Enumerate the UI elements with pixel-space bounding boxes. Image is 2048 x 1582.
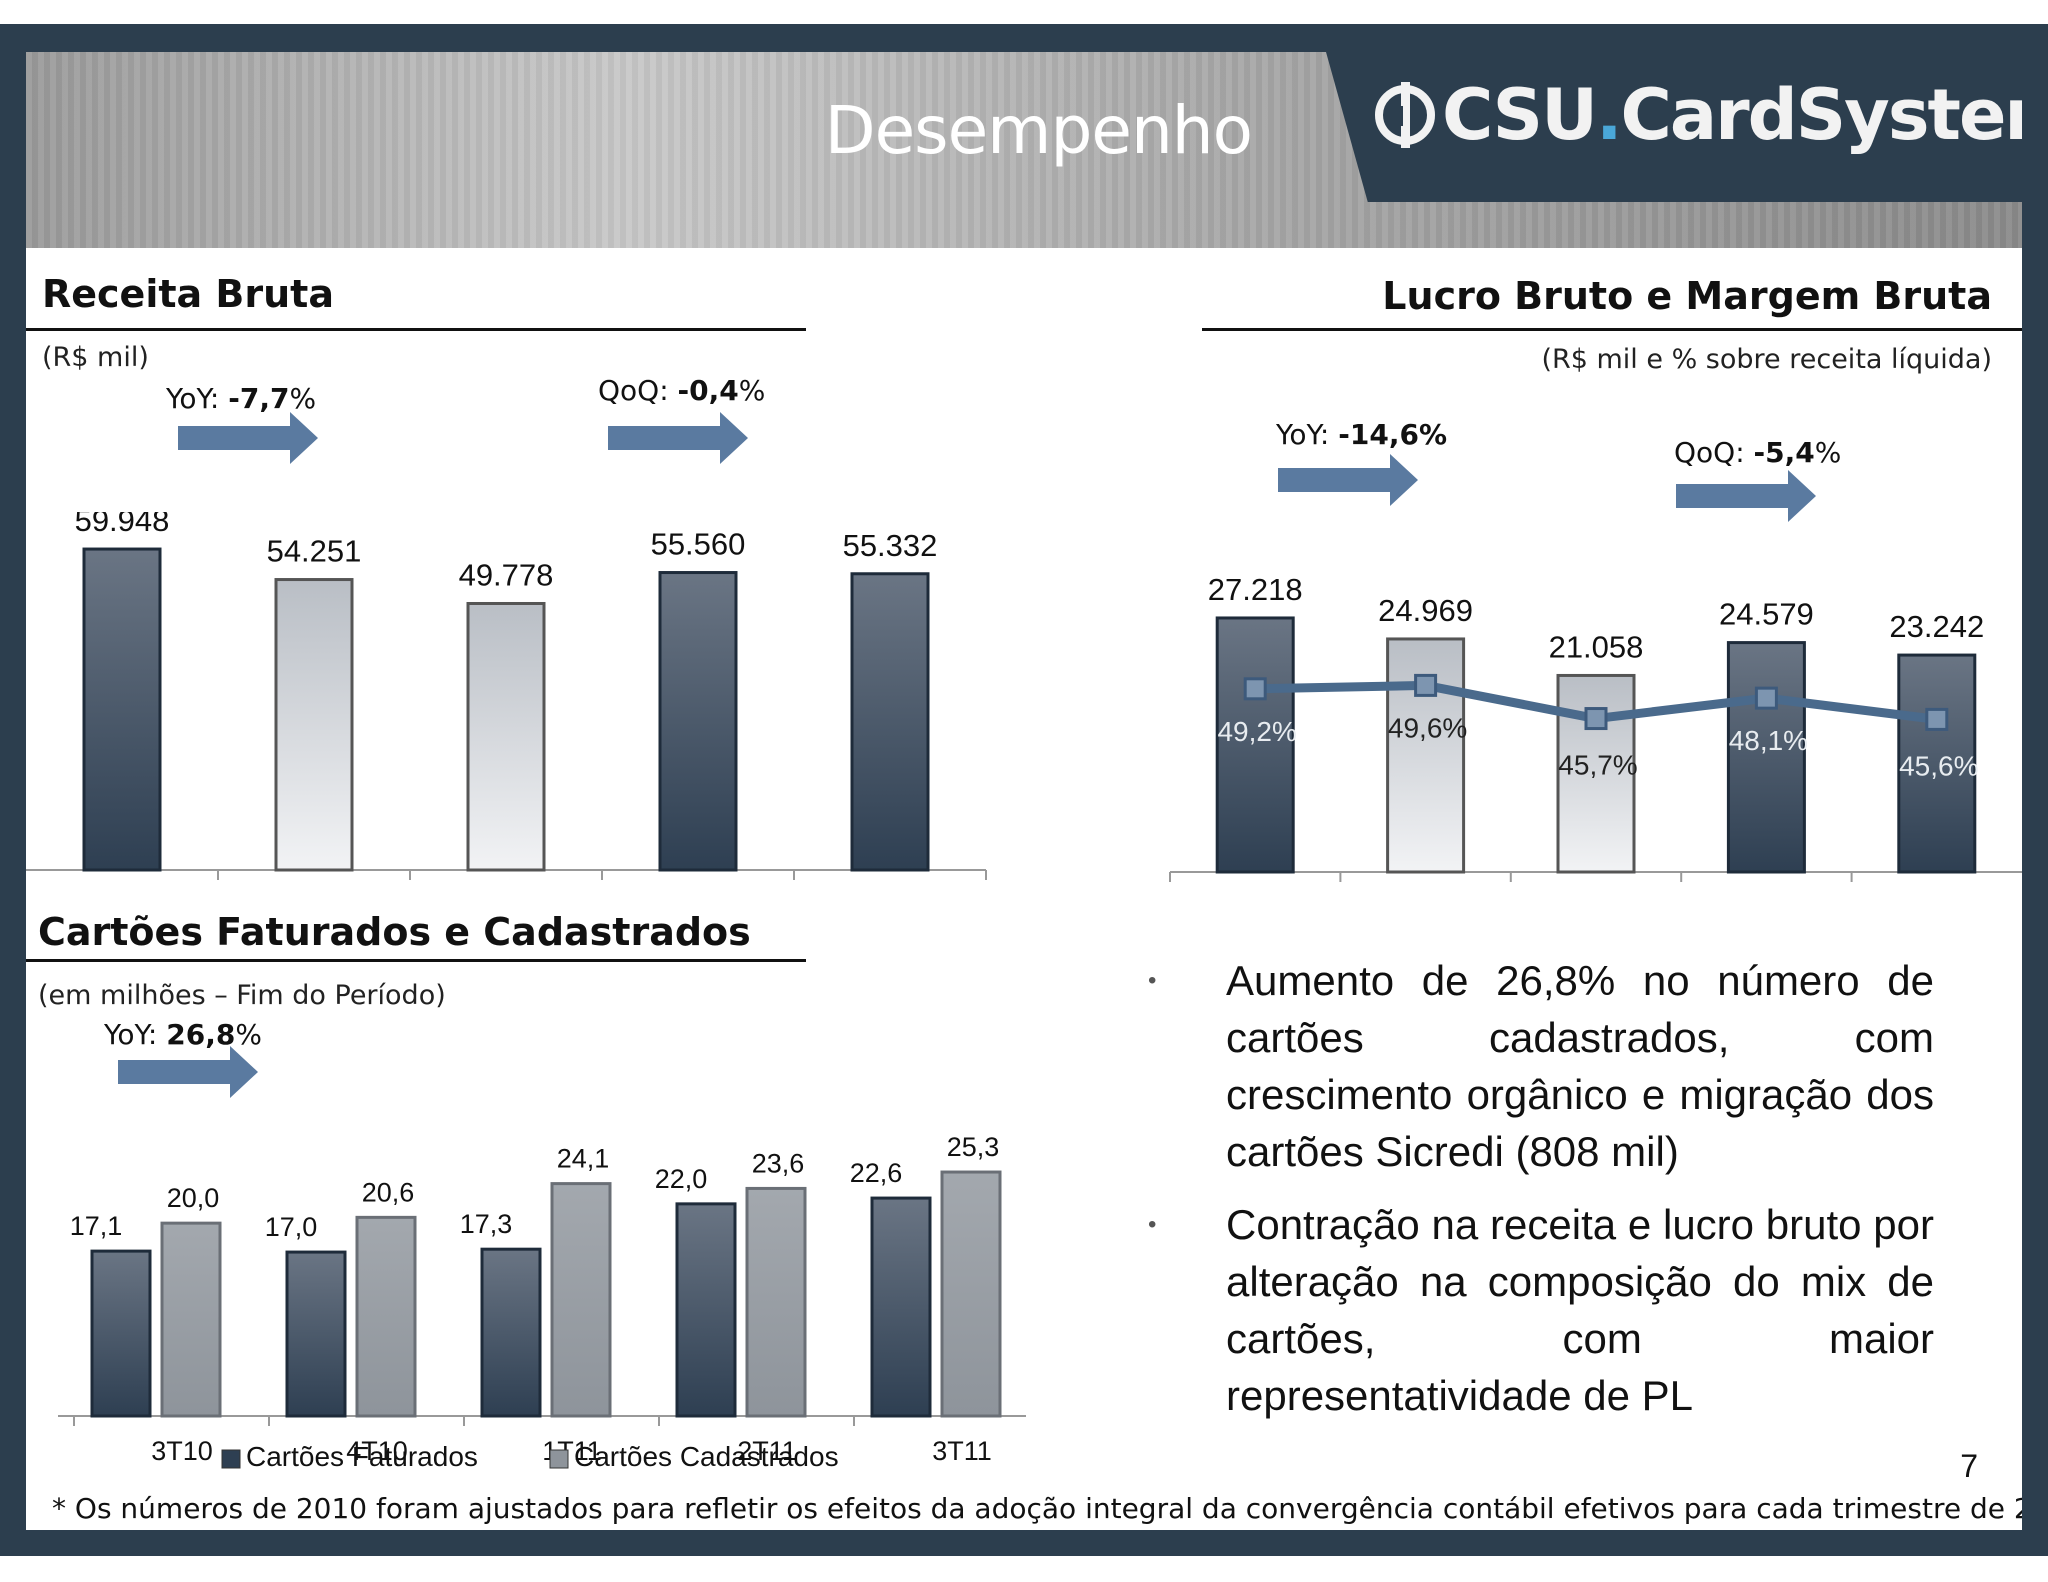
lucro-bar xyxy=(1215,616,1295,874)
receita-value-label: 55.560 xyxy=(651,527,746,562)
lucro-tick-label: 3T10 xyxy=(1224,890,1286,892)
receita-bar xyxy=(658,571,738,872)
bullet-item: • Aumento de 26,8% no número de cartões … xyxy=(1148,952,1934,1180)
receita-value-label: 59.948 xyxy=(75,512,170,538)
cadastrados-value-label: 23,6 xyxy=(752,1148,805,1178)
receita-value-label: 55.332 xyxy=(843,528,938,563)
receita-bar xyxy=(466,601,546,872)
receita-chart: 59.9483T1054.2514T1049.7781T1155.5602T11… xyxy=(26,512,987,880)
receita-yoy-arrow-icon xyxy=(178,412,318,464)
page-title: Desempenho xyxy=(824,92,1253,169)
faturados-value-label: 22,6 xyxy=(850,1158,903,1188)
faturados-value-label: 17,1 xyxy=(70,1211,123,1241)
cartoes-yoy: YoY: 26,8% xyxy=(104,1018,262,1051)
margin-label: 49,2% xyxy=(1217,716,1296,747)
margin-label: 45,7% xyxy=(1558,750,1637,781)
cadastrados-value-label: 20,0 xyxy=(167,1183,220,1213)
bullet-item: • Contração na receita e lucro bruto por… xyxy=(1148,1196,1934,1424)
cartoes-chart: 17,120,03T1017,020,64T1017,324,11T1122,0… xyxy=(58,1132,1026,1472)
faturados-bar xyxy=(285,1250,347,1418)
cartoes-yoy-arrow-icon xyxy=(118,1046,258,1098)
cartoes-tick-label: 3T11 xyxy=(932,1436,992,1466)
lucro-value-label: 27.218 xyxy=(1208,572,1303,607)
lucro-value-label: 24.579 xyxy=(1719,597,1814,632)
cadastrados-bar xyxy=(160,1221,222,1418)
logo-icon xyxy=(1375,82,1435,148)
faturados-bar xyxy=(870,1196,932,1418)
cadastrados-bar xyxy=(550,1182,612,1418)
margin-marker xyxy=(1584,707,1608,731)
receita-bar xyxy=(82,547,162,872)
faturados-bar xyxy=(675,1202,737,1418)
lucro-title: Lucro Bruto e Margem Bruta xyxy=(1382,274,1992,318)
cartoes-title: Cartões Faturados e Cadastrados xyxy=(38,910,751,954)
receita-value-label: 54.251 xyxy=(267,534,362,569)
margin-marker xyxy=(1925,707,1949,731)
bullet-dot-icon: • xyxy=(1148,967,1157,994)
lucro-bar xyxy=(1726,641,1806,874)
lucro-yoy-arrow-icon xyxy=(1278,454,1418,506)
margin-marker xyxy=(1243,677,1267,701)
cadastrados-value-label: 20,6 xyxy=(362,1177,415,1207)
margin-marker xyxy=(1414,673,1438,697)
faturados-value-label: 17,3 xyxy=(460,1209,513,1239)
slide: Desempenho CSU.CardSystem Receita Bruta … xyxy=(26,52,2022,1530)
receita-qoq-arrow-icon xyxy=(608,412,748,464)
bullet-list: • Aumento de 26,8% no número de cartões … xyxy=(1148,952,1934,1440)
receita-qoq: QoQ: -0,4% xyxy=(598,374,766,407)
bullet-dot-icon: • xyxy=(1148,1211,1157,1238)
logo-band xyxy=(1326,52,2022,202)
cadastrados-value-label: 24,1 xyxy=(557,1144,610,1174)
lucro-tick-label: 1T11 xyxy=(1566,890,1626,892)
lucro-value-label: 24.969 xyxy=(1378,593,1473,628)
cartoes-unit: (em milhões – Fim do Período) xyxy=(38,980,446,1011)
margin-label: 45,6% xyxy=(1899,750,1978,781)
cadastrados-bar xyxy=(940,1170,1002,1418)
legend-swatch xyxy=(549,1449,569,1469)
margin-label: 48,1% xyxy=(1729,725,1808,756)
margin-label: 49,6% xyxy=(1388,712,1467,743)
receita-bar xyxy=(274,578,354,872)
cadastrados-bar xyxy=(745,1186,807,1418)
logo-text: CSU.CardSystem xyxy=(1442,74,2022,156)
lucro-chart: 27.218 3T10 24.969 4T10 21.058 1T11 24.579 2T11… xyxy=(1169,572,2022,892)
cadastrados-bar xyxy=(355,1215,417,1418)
receita-title: Receita Bruta xyxy=(42,272,334,316)
faturados-value-label: 22,0 xyxy=(655,1164,708,1194)
lucro-bar xyxy=(1897,653,1977,874)
lucro-tick-label: 4T10 xyxy=(1395,890,1457,892)
receita-yoy: YoY: -7,7% xyxy=(166,382,317,415)
lucro-tick-label: 2T11 xyxy=(1737,890,1797,892)
faturados-bar xyxy=(480,1247,542,1418)
faturados-bar xyxy=(90,1249,152,1418)
lucro-qoq-arrow-icon xyxy=(1676,470,1816,522)
footnote: * Os números de 2010 foram ajustados par… xyxy=(52,1492,2022,1525)
receita-unit: (R$ mil) xyxy=(42,342,149,373)
receita-rule xyxy=(26,328,806,331)
lucro-unit: (R$ mil e % sobre receita líquida) xyxy=(1541,344,1992,375)
cartoes-rule xyxy=(26,959,806,962)
cartoes-tick-label: 3T10 xyxy=(151,1436,213,1466)
receita-value-label: 49.778 xyxy=(459,557,554,592)
page-number: 7 xyxy=(1960,1448,1978,1484)
lucro-value-label: 23.242 xyxy=(1889,609,1984,644)
legend-swatch xyxy=(221,1449,241,1469)
lucro-value-label: 21.058 xyxy=(1549,629,1644,664)
lucro-tick-label: 3T11 xyxy=(1907,890,1967,892)
legend-label: Cartões Faturados xyxy=(246,1441,478,1472)
lucro-yoy: YoY: -14,6% xyxy=(1276,418,1447,451)
legend-label: Cartões Cadastrados xyxy=(574,1441,839,1472)
cartoes-tick-label: 2T11 xyxy=(737,1436,797,1466)
lucro-qoq: QoQ: -5,4% xyxy=(1674,436,1842,469)
margin-marker xyxy=(1754,686,1778,710)
cadastrados-value-label: 25,3 xyxy=(947,1132,1000,1162)
cartoes-tick-label: 4T10 xyxy=(346,1436,408,1466)
faturados-value-label: 17,0 xyxy=(265,1212,318,1242)
receita-bar xyxy=(850,572,930,872)
company-logo: CSU.CardSystem xyxy=(1368,74,2022,156)
lucro-rule xyxy=(1202,328,2022,331)
